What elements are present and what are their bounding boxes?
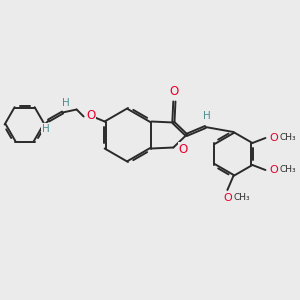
Text: CH₃: CH₃ [279,133,296,142]
Text: CH₃: CH₃ [233,194,250,202]
Text: O: O [179,143,188,156]
Text: H: H [202,111,210,121]
Text: O: O [170,85,179,98]
Text: O: O [223,193,232,203]
Text: O: O [269,133,278,143]
Text: O: O [269,165,278,175]
Text: CH₃: CH₃ [279,164,296,173]
Text: H: H [62,98,70,107]
Text: H: H [42,124,50,134]
Text: O: O [86,109,95,122]
